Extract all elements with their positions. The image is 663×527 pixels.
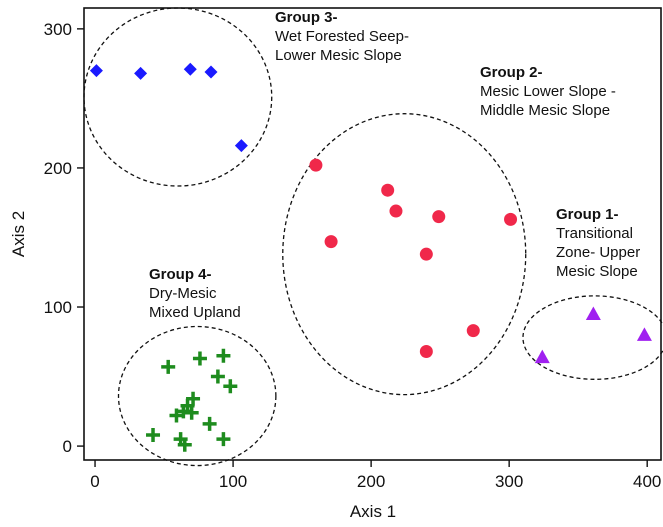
y-tick-label: 200: [44, 159, 72, 178]
group4-point: [223, 379, 238, 394]
axis-ticks: 0 100 200 300 400 0 100 200 300: [44, 20, 662, 491]
group2-point: [309, 158, 323, 172]
group4-description-line: Dry-Mesic: [149, 285, 217, 302]
group2-description-line: Mesic Lower Slope -: [480, 83, 616, 100]
group3-point: [134, 66, 148, 80]
group2-point: [419, 247, 433, 261]
group2-ellipse: [282, 113, 527, 396]
plot-frame: [83, 7, 662, 461]
group4-point: [202, 416, 217, 431]
group4-point: [146, 427, 161, 442]
group1-point: [585, 306, 601, 320]
group3-point: [234, 139, 248, 153]
y-tick-label: 0: [63, 437, 72, 456]
x-tick-label: 300: [495, 472, 523, 491]
x-tick-label: 0: [90, 472, 99, 491]
group1-description-line: Zone- Upper: [556, 244, 640, 261]
x-tick-label: 200: [357, 472, 385, 491]
data-points: [89, 62, 652, 452]
group1-description-line: Transitional: [556, 225, 633, 242]
group2-point: [419, 345, 433, 359]
group3-point: [204, 65, 218, 79]
group-labels: Group 1- Transitional Zone- Upper Mesic Slo…: [149, 9, 640, 321]
y-tick-label: 300: [44, 20, 72, 39]
group4-point: [216, 348, 231, 363]
group3-ellipse: [83, 7, 273, 187]
group4-point: [210, 369, 225, 384]
group-ellipses: [83, 7, 663, 467]
group4-point: [192, 351, 207, 366]
group3-description-line: Wet Forested Seep-: [275, 28, 409, 45]
group1-point: [534, 349, 550, 364]
x-tick-label: 100: [219, 472, 247, 491]
group1-title: Group 1-: [556, 206, 619, 223]
group2-point: [324, 235, 338, 249]
group2-point: [504, 212, 518, 226]
group2-point: [466, 324, 480, 338]
group4-title: Group 4-: [149, 266, 212, 283]
y-axis-title: Axis 2: [9, 211, 28, 257]
group4-point: [216, 432, 231, 447]
group3-title: Group 3-: [275, 9, 338, 26]
group3-description-line: Lower Mesic Slope: [275, 47, 402, 64]
group3-point: [89, 64, 103, 78]
group4-description-line: Mixed Upland: [149, 304, 241, 321]
group2-description-line: Middle Mesic Slope: [480, 102, 610, 119]
group4-ellipse: [117, 325, 277, 467]
y-tick-label: 100: [44, 298, 72, 317]
group4-point: [161, 359, 176, 374]
group2-point: [389, 204, 403, 218]
group1-point: [636, 327, 652, 341]
group3-point: [183, 62, 197, 76]
x-tick-label: 400: [633, 472, 661, 491]
group1-description-line: Mesic Slope: [556, 263, 638, 280]
group2-point: [432, 210, 446, 224]
x-axis-title: Axis 1: [350, 502, 396, 521]
group4-point: [180, 398, 195, 413]
group2-title: Group 2-: [480, 64, 543, 81]
group4-point: [177, 437, 192, 452]
group2-point: [381, 183, 395, 197]
